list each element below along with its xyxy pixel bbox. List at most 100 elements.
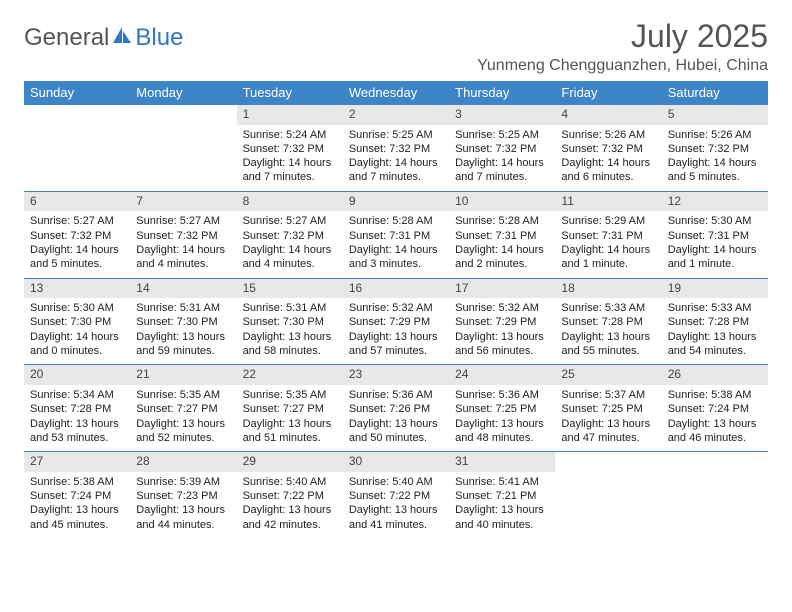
day-sr: Sunrise: 5:30 AM bbox=[30, 301, 124, 315]
day-d1: Daylight: 14 hours bbox=[668, 156, 762, 170]
day-detail-cell: Sunrise: 5:32 AMSunset: 7:29 PMDaylight:… bbox=[343, 298, 449, 365]
day-number-cell: 14 bbox=[130, 278, 236, 298]
day-number-cell: 19 bbox=[662, 278, 768, 298]
day-ss: Sunset: 7:32 PM bbox=[243, 142, 337, 156]
day-detail-cell: Sunrise: 5:31 AMSunset: 7:30 PMDaylight:… bbox=[237, 298, 343, 365]
day-number-cell: 8 bbox=[237, 191, 343, 211]
day-ss: Sunset: 7:25 PM bbox=[455, 402, 549, 416]
page-subtitle: Yunmeng Chengguanzhen, Hubei, China bbox=[477, 57, 768, 75]
day-d1: Daylight: 13 hours bbox=[455, 503, 549, 517]
day-detail-cell: Sunrise: 5:34 AMSunset: 7:28 PMDaylight:… bbox=[24, 385, 130, 452]
day-detail-cell bbox=[662, 472, 768, 538]
day-sr: Sunrise: 5:38 AM bbox=[668, 388, 762, 402]
day-detail-cell: Sunrise: 5:28 AMSunset: 7:31 PMDaylight:… bbox=[449, 211, 555, 278]
day-d2: and 5 minutes. bbox=[668, 170, 762, 184]
day-sr: Sunrise: 5:38 AM bbox=[30, 475, 124, 489]
day-number-cell: 12 bbox=[662, 191, 768, 211]
day-number-cell: 9 bbox=[343, 191, 449, 211]
daynum-row: 6789101112 bbox=[24, 191, 768, 211]
day-ss: Sunset: 7:31 PM bbox=[668, 229, 762, 243]
day-detail-cell: Sunrise: 5:35 AMSunset: 7:27 PMDaylight:… bbox=[237, 385, 343, 452]
daynum-row: 2728293031 bbox=[24, 452, 768, 472]
day-sr: Sunrise: 5:24 AM bbox=[243, 128, 337, 142]
day-d1: Daylight: 13 hours bbox=[349, 330, 443, 344]
day-ss: Sunset: 7:32 PM bbox=[349, 142, 443, 156]
title-block: July 2025 Yunmeng Chengguanzhen, Hubei, … bbox=[477, 18, 768, 75]
day-number-cell: 28 bbox=[130, 452, 236, 472]
day-ss: Sunset: 7:32 PM bbox=[30, 229, 124, 243]
day-d1: Daylight: 13 hours bbox=[349, 417, 443, 431]
day-sr: Sunrise: 5:27 AM bbox=[30, 214, 124, 228]
day-ss: Sunset: 7:30 PM bbox=[136, 315, 230, 329]
day-ss: Sunset: 7:32 PM bbox=[136, 229, 230, 243]
day-detail-cell: Sunrise: 5:33 AMSunset: 7:28 PMDaylight:… bbox=[555, 298, 661, 365]
logo-text-1: General bbox=[24, 24, 109, 52]
day-detail-cell: Sunrise: 5:27 AMSunset: 7:32 PMDaylight:… bbox=[24, 211, 130, 278]
day-d2: and 42 minutes. bbox=[243, 518, 337, 532]
day-detail-cell: Sunrise: 5:27 AMSunset: 7:32 PMDaylight:… bbox=[130, 211, 236, 278]
day-ss: Sunset: 7:28 PM bbox=[30, 402, 124, 416]
day-d1: Daylight: 13 hours bbox=[561, 330, 655, 344]
day-number-cell: 11 bbox=[555, 191, 661, 211]
day-d1: Daylight: 14 hours bbox=[243, 243, 337, 257]
day-d1: Daylight: 14 hours bbox=[561, 243, 655, 257]
day-d1: Daylight: 13 hours bbox=[30, 417, 124, 431]
day-d1: Daylight: 13 hours bbox=[668, 330, 762, 344]
day-detail-cell bbox=[130, 125, 236, 192]
day-d2: and 52 minutes. bbox=[136, 431, 230, 445]
detail-row: Sunrise: 5:24 AMSunset: 7:32 PMDaylight:… bbox=[24, 125, 768, 192]
day-d1: Daylight: 13 hours bbox=[349, 503, 443, 517]
day-d2: and 59 minutes. bbox=[136, 344, 230, 358]
day-sr: Sunrise: 5:32 AM bbox=[349, 301, 443, 315]
day-sr: Sunrise: 5:36 AM bbox=[349, 388, 443, 402]
day-d1: Daylight: 13 hours bbox=[243, 503, 337, 517]
day-ss: Sunset: 7:24 PM bbox=[668, 402, 762, 416]
day-sr: Sunrise: 5:31 AM bbox=[243, 301, 337, 315]
day-d2: and 0 minutes. bbox=[30, 344, 124, 358]
day-sr: Sunrise: 5:34 AM bbox=[30, 388, 124, 402]
day-number-cell: 30 bbox=[343, 452, 449, 472]
day-d1: Daylight: 14 hours bbox=[30, 330, 124, 344]
day-d2: and 51 minutes. bbox=[243, 431, 337, 445]
day-d1: Daylight: 14 hours bbox=[243, 156, 337, 170]
day-detail-cell: Sunrise: 5:24 AMSunset: 7:32 PMDaylight:… bbox=[237, 125, 343, 192]
day-d1: Daylight: 14 hours bbox=[455, 243, 549, 257]
page-title: July 2025 bbox=[477, 18, 768, 55]
day-d1: Daylight: 13 hours bbox=[455, 330, 549, 344]
day-number-cell: 16 bbox=[343, 278, 449, 298]
day-d1: Daylight: 13 hours bbox=[136, 503, 230, 517]
day-sr: Sunrise: 5:33 AM bbox=[561, 301, 655, 315]
day-ss: Sunset: 7:32 PM bbox=[668, 142, 762, 156]
day-detail-cell: Sunrise: 5:38 AMSunset: 7:24 PMDaylight:… bbox=[662, 385, 768, 452]
day-detail-cell: Sunrise: 5:28 AMSunset: 7:31 PMDaylight:… bbox=[343, 211, 449, 278]
day-number-cell: 21 bbox=[130, 365, 236, 385]
day-d2: and 47 minutes. bbox=[561, 431, 655, 445]
day-number-cell: 6 bbox=[24, 191, 130, 211]
day-detail-cell: Sunrise: 5:32 AMSunset: 7:29 PMDaylight:… bbox=[449, 298, 555, 365]
weekday-header: Thursday bbox=[449, 81, 555, 105]
day-sr: Sunrise: 5:25 AM bbox=[455, 128, 549, 142]
day-detail-cell: Sunrise: 5:25 AMSunset: 7:32 PMDaylight:… bbox=[449, 125, 555, 192]
day-d1: Daylight: 14 hours bbox=[30, 243, 124, 257]
day-number-cell: 20 bbox=[24, 365, 130, 385]
day-d2: and 6 minutes. bbox=[561, 170, 655, 184]
day-d1: Daylight: 13 hours bbox=[30, 503, 124, 517]
day-detail-cell bbox=[24, 125, 130, 192]
daynum-row: 13141516171819 bbox=[24, 278, 768, 298]
day-detail-cell: Sunrise: 5:30 AMSunset: 7:30 PMDaylight:… bbox=[24, 298, 130, 365]
weekday-header: Tuesday bbox=[237, 81, 343, 105]
day-sr: Sunrise: 5:41 AM bbox=[455, 475, 549, 489]
day-d1: Daylight: 14 hours bbox=[668, 243, 762, 257]
day-ss: Sunset: 7:27 PM bbox=[243, 402, 337, 416]
day-d2: and 7 minutes. bbox=[243, 170, 337, 184]
day-number-cell: 27 bbox=[24, 452, 130, 472]
day-d1: Daylight: 13 hours bbox=[243, 417, 337, 431]
day-d2: and 1 minute. bbox=[668, 257, 762, 271]
day-sr: Sunrise: 5:40 AM bbox=[349, 475, 443, 489]
day-detail-cell: Sunrise: 5:25 AMSunset: 7:32 PMDaylight:… bbox=[343, 125, 449, 192]
detail-row: Sunrise: 5:30 AM Sunset: 7:30 PM Daylight:… bbox=[24, 298, 768, 365]
day-ss: Sunset: 7:26 PM bbox=[349, 402, 443, 416]
day-d1: Daylight: 14 hours bbox=[349, 243, 443, 257]
day-ss: Sunset: 7:24 PM bbox=[30, 489, 124, 503]
detail-row: Sunrise: 5:38 AMSunset: 7:24 PMDaylight:… bbox=[24, 472, 768, 538]
